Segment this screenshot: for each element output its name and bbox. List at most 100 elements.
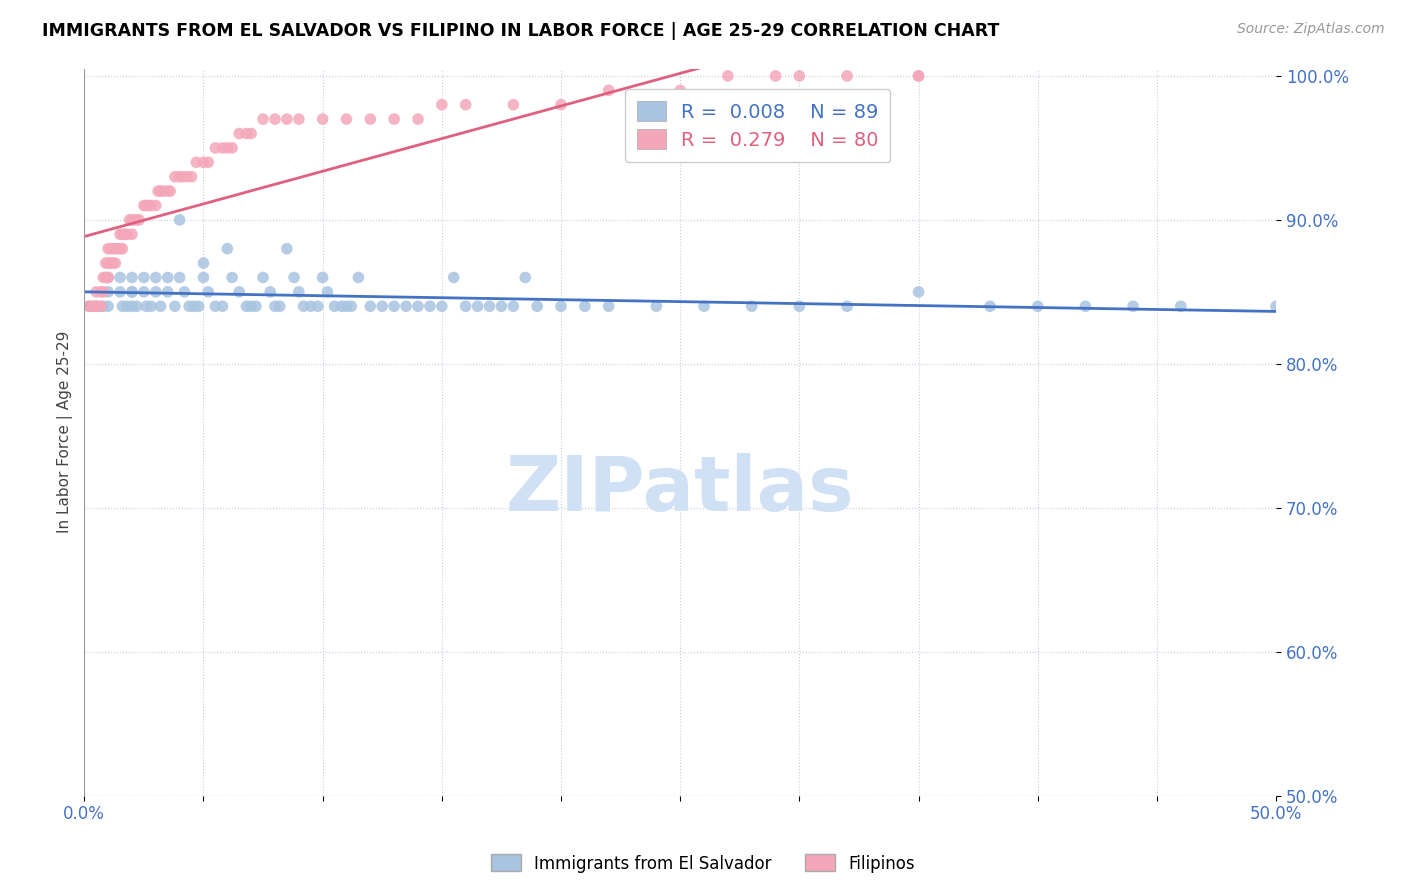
Point: [276, 112, 298, 127]
Point: [84, 285, 107, 299]
Point: [115, 299, 138, 313]
Point: [741, 299, 763, 313]
Point: [156, 184, 179, 198]
Point: [101, 256, 124, 270]
Point: [454, 97, 477, 112]
Point: [169, 270, 191, 285]
Point: [235, 299, 257, 313]
Point: [502, 97, 524, 112]
Point: [204, 141, 226, 155]
Point: [139, 198, 162, 212]
Point: [135, 198, 157, 212]
Point: [101, 242, 124, 256]
Point: [93, 270, 115, 285]
Point: [645, 299, 668, 313]
Point: [979, 299, 1001, 313]
Point: [789, 69, 811, 83]
Point: [193, 155, 215, 169]
Point: [97, 270, 120, 285]
Point: [121, 270, 143, 285]
Point: [316, 285, 339, 299]
Point: [382, 112, 405, 127]
Point: [138, 198, 160, 212]
Point: [443, 270, 465, 285]
Point: [467, 299, 489, 313]
Point: [693, 299, 716, 313]
Point: [139, 299, 162, 313]
Point: [169, 213, 191, 227]
Point: [311, 270, 333, 285]
Point: [135, 299, 157, 313]
Point: [80, 299, 103, 313]
Point: [121, 299, 143, 313]
Point: [159, 184, 181, 198]
Point: [145, 270, 167, 285]
Point: [125, 299, 148, 313]
Point: [307, 299, 329, 313]
Point: [149, 184, 172, 198]
Point: [406, 112, 429, 127]
Point: [121, 227, 143, 242]
Point: [93, 299, 115, 313]
Point: [526, 299, 548, 313]
Point: [430, 299, 453, 313]
Point: [211, 299, 233, 313]
Point: [77, 299, 100, 313]
Point: [111, 299, 134, 313]
Point: [789, 299, 811, 313]
Point: [107, 242, 129, 256]
Point: [395, 299, 418, 313]
Point: [100, 256, 122, 270]
Point: [454, 299, 477, 313]
Point: [173, 285, 195, 299]
Point: [299, 299, 322, 313]
Point: [108, 227, 131, 242]
Point: [118, 213, 141, 227]
Point: [111, 227, 134, 242]
Point: [125, 213, 148, 227]
Point: [204, 299, 226, 313]
Point: [84, 299, 107, 313]
Point: [335, 299, 357, 313]
Point: [152, 184, 174, 198]
Point: [149, 299, 172, 313]
Point: [90, 299, 112, 313]
Point: [183, 299, 205, 313]
Text: Source: ZipAtlas.com: Source: ZipAtlas.com: [1237, 22, 1385, 37]
Point: [176, 169, 198, 184]
Point: [221, 141, 243, 155]
Point: [288, 285, 311, 299]
Point: [100, 242, 122, 256]
Point: [97, 270, 120, 285]
Point: [179, 299, 201, 313]
Point: [1170, 299, 1192, 313]
Point: [148, 184, 170, 198]
Point: [292, 299, 315, 313]
Point: [77, 299, 100, 313]
Point: [765, 69, 787, 83]
Point: [104, 242, 127, 256]
Point: [108, 270, 131, 285]
Text: ZIPatlas: ZIPatlas: [506, 453, 855, 527]
Point: [340, 299, 363, 313]
Point: [907, 69, 929, 83]
Point: [491, 299, 513, 313]
Point: [240, 299, 263, 313]
Text: IMMIGRANTS FROM EL SALVADOR VS FILIPINO IN LABOR FORCE | AGE 25-29 CORRELATION C: IMMIGRANTS FROM EL SALVADOR VS FILIPINO …: [42, 22, 1000, 40]
Point: [311, 112, 333, 127]
Point: [156, 285, 179, 299]
Point: [163, 299, 186, 313]
Point: [835, 299, 858, 313]
Point: [115, 227, 138, 242]
Point: [550, 97, 572, 112]
Point: [717, 69, 740, 83]
Point: [197, 155, 219, 169]
Point: [108, 285, 131, 299]
Point: [382, 299, 405, 313]
Point: [197, 285, 219, 299]
Point: [235, 127, 257, 141]
Point: [170, 169, 193, 184]
Point: [128, 213, 150, 227]
Point: [84, 299, 107, 313]
Point: [97, 242, 120, 256]
